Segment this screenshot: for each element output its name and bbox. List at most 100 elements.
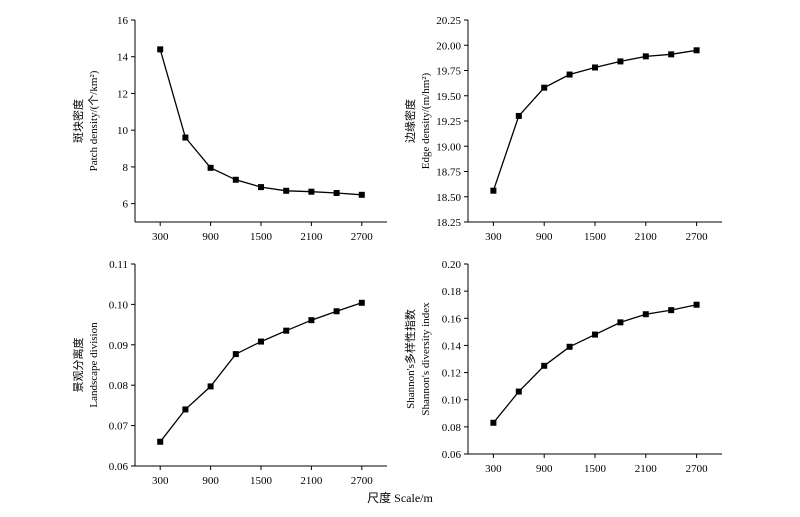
y-tick-label: 19.25 [436,116,461,128]
y-axis-title-line: Shannon's多样性指数 [403,309,417,409]
y-tick-label: 6 [123,199,129,211]
data-point [693,301,700,308]
data-point [617,319,624,326]
data-point [207,164,214,171]
data-point [258,338,264,345]
data-point [541,84,548,91]
data-point [642,53,649,60]
y-axis-title-line: 景观分离度 [71,338,85,393]
y-tick-label: 0.09 [109,340,129,352]
panel-patch-density: 6 8 10 12 14 16 300 900 1500 2100 2700 斑块密度 Patch de… [71,15,387,243]
data-point [358,191,365,198]
data-point [182,406,189,413]
data-point [308,188,315,195]
panel-edge-density: 18.25 18.50 18.75 19.00 19.25 19.50 19.75 20.00… [403,15,722,243]
data-point [333,189,340,196]
y-tick-label: 0.06 [442,449,462,461]
data-point [668,307,675,314]
data-point [617,58,624,65]
y-tick-label: 18.50 [436,192,461,204]
y-tick-label: 0.14 [442,340,462,352]
y-tick-label: 0.18 [442,286,462,298]
data-point [566,71,573,78]
y-axis-title-line: Edge density/(m/hm²) [420,72,432,169]
y-tick-label: 20.25 [436,15,461,27]
y-tick-label: 12 [117,88,128,100]
y-tick-label: 18.75 [436,167,461,179]
series-line [492,304,697,424]
data-point [258,184,264,191]
y-tick-label: 14 [117,52,129,64]
x-tick-label: 300 [485,231,502,243]
y-tick-label: 0.10 [442,395,462,407]
panel-landscape-division: 0.06 0.07 0.08 0.09 0.10 0.11 300 900 1500 2100 27… [71,259,387,487]
series-line [159,49,362,196]
x-tick-label: 2100 [300,231,323,243]
data-point [157,46,164,53]
y-axis-title-line: Landscape division [88,322,100,408]
data-point [232,351,239,358]
y-axis-title-line: 边缘密度 [403,99,417,143]
x-tick-label: 300 [485,463,502,475]
x-tick-label: 1500 [250,231,273,243]
data-point [515,388,522,395]
y-tick-label: 0.06 [109,461,129,473]
x-tick-label: 2100 [635,231,658,243]
data-point [592,64,598,71]
x-tick-label: 2700 [351,475,374,487]
data-point [490,187,497,194]
shared-x-axis-title: 尺度 Scale/m [367,491,433,505]
x-tick-label: 900 [202,231,219,243]
x-tick-label: 300 [152,231,169,243]
y-tick-label: 8 [123,162,129,174]
x-tick-label: 2700 [686,231,709,243]
y-tick-label: 0.08 [109,380,129,392]
data-point [308,317,315,324]
y-tick-label: 20.00 [436,40,461,52]
y-tick-label: 10 [117,125,129,137]
y-axis-title-line: 斑块密度 [71,99,85,143]
x-tick-label: 2100 [635,463,658,475]
y-tick-label: 0.07 [109,421,129,433]
y-tick-label: 19.00 [436,141,461,153]
x-tick-label: 300 [152,475,169,487]
y-tick-label: 0.20 [442,259,462,271]
x-tick-label: 2100 [300,475,323,487]
data-point [490,419,497,426]
data-point [232,176,239,183]
data-point [515,112,522,119]
data-point [157,438,164,445]
data-point [207,383,214,390]
y-tick-label: 0.08 [442,422,462,434]
series-line [159,302,363,443]
data-point [333,308,340,315]
y-tick-label: 0.12 [442,368,461,380]
data-point [693,47,700,54]
x-tick-label: 1500 [584,231,607,243]
data-point [668,51,675,58]
y-tick-label: 0.10 [109,299,129,311]
series-line [492,49,697,191]
data-point [566,343,573,350]
x-tick-label: 2700 [686,463,709,475]
y-axis-title-line: Shannon's diversity index [420,302,432,416]
panel-shannon-diversity: 0.06 0.08 0.10 0.12 0.14 0.16 0.18 0.20 300 900 15… [403,259,722,475]
data-point [592,331,598,338]
x-tick-label: 900 [202,475,219,487]
data-point [358,299,365,306]
y-tick-label: 16 [117,15,129,27]
y-tick-label: 19.50 [436,91,461,103]
x-tick-label: 1500 [250,475,273,487]
x-tick-label: 900 [536,463,553,475]
data-point [283,327,290,334]
y-tick-label: 0.16 [442,313,462,325]
y-tick-label: 18.25 [436,217,461,229]
y-axis-title-line: Patch density/(个/km²) [87,70,100,171]
data-point [642,311,649,318]
data-point [541,362,548,369]
x-tick-label: 2700 [351,231,374,243]
data-point [283,187,290,194]
data-point [182,134,189,141]
x-tick-label: 1500 [584,463,607,475]
